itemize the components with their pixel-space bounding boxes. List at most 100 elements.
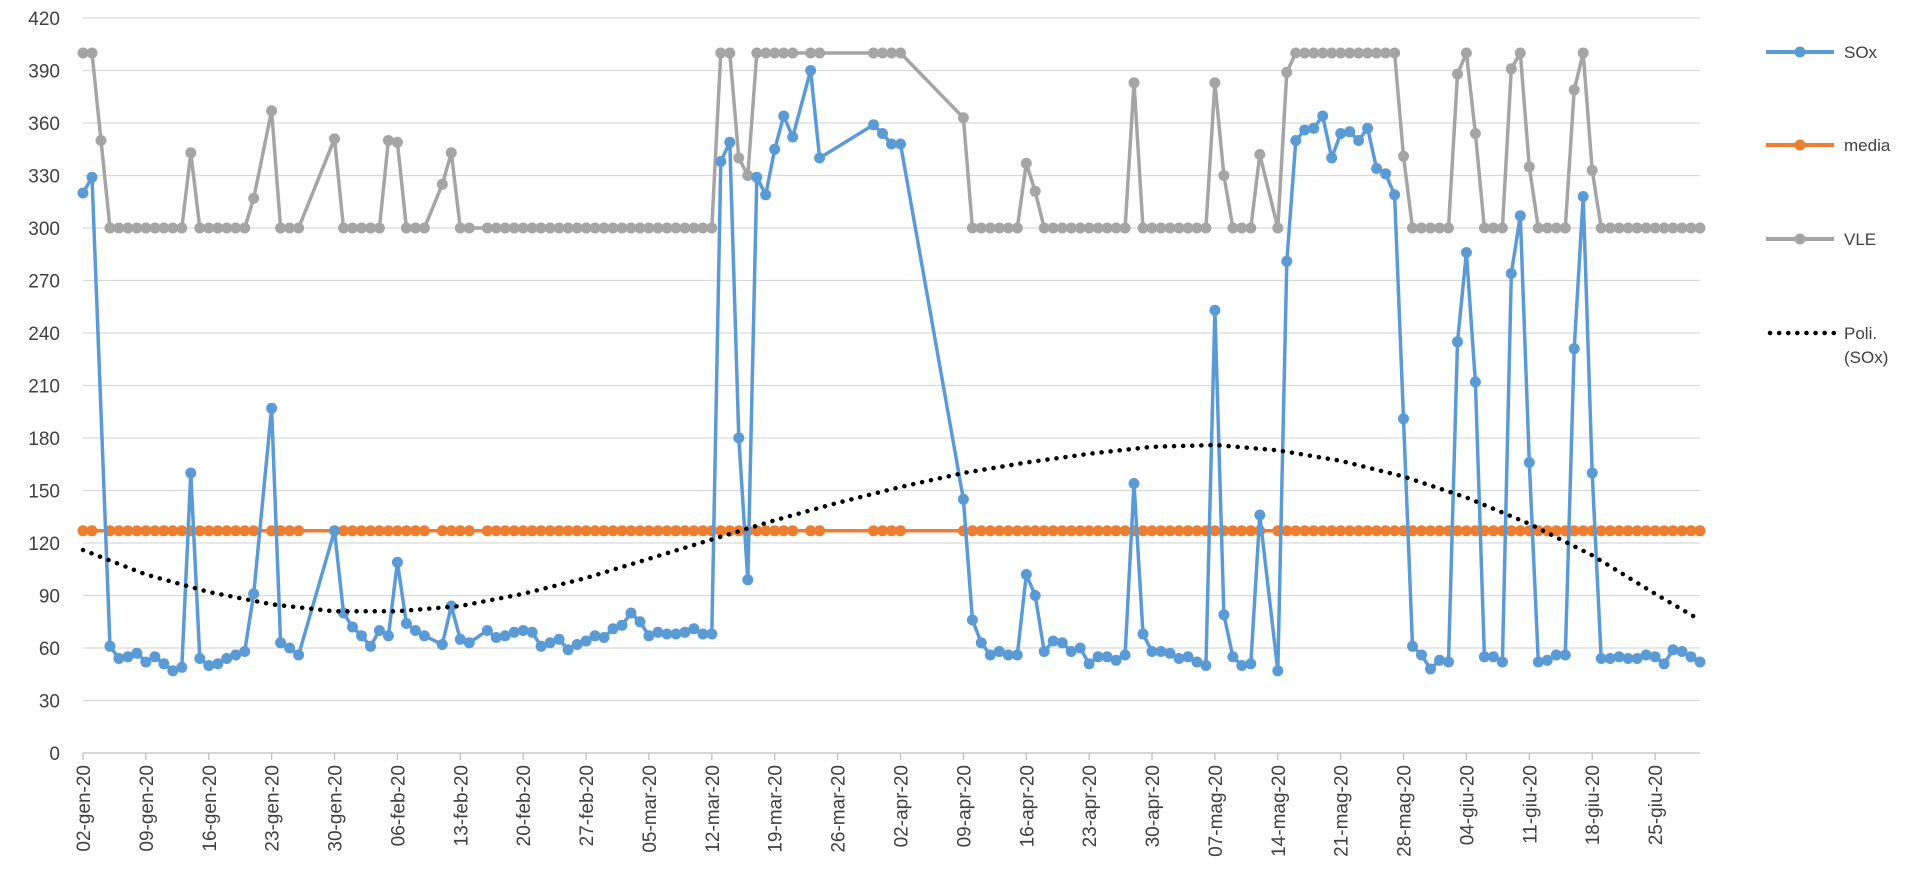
plot-area xyxy=(77,47,1706,677)
x-tick-label: 02-apr-20 xyxy=(891,765,912,847)
data-point xyxy=(742,170,754,181)
data-point xyxy=(1317,47,1329,59)
data-point xyxy=(1532,656,1544,668)
data-point xyxy=(1173,525,1185,537)
data-point xyxy=(814,152,826,164)
data-point xyxy=(517,525,529,537)
data-point xyxy=(706,628,718,640)
data-point xyxy=(1218,609,1230,621)
data-point xyxy=(966,222,978,234)
data-point xyxy=(895,138,906,150)
data-point xyxy=(877,128,888,139)
data-point xyxy=(670,525,682,537)
data-point xyxy=(1425,222,1436,234)
data-point xyxy=(526,525,538,537)
data-point xyxy=(1020,525,1032,537)
data-point xyxy=(679,626,691,638)
data-point xyxy=(1460,247,1472,258)
data-point xyxy=(1101,222,1113,234)
data-point xyxy=(868,525,879,537)
data-point xyxy=(1182,525,1194,537)
data-point xyxy=(1056,525,1068,537)
data-point xyxy=(562,525,574,537)
data-point xyxy=(634,222,646,234)
data-point xyxy=(400,618,412,629)
data-point xyxy=(284,642,296,654)
data-point xyxy=(625,222,637,234)
data-point xyxy=(1101,651,1113,663)
y-tick-label: 0 xyxy=(49,744,60,765)
data-point xyxy=(86,47,98,59)
data-point xyxy=(212,525,224,537)
y-tick-label: 270 xyxy=(28,272,60,293)
data-point xyxy=(966,525,978,537)
data-point xyxy=(113,525,125,537)
data-point xyxy=(1290,135,1302,146)
data-point xyxy=(1568,525,1580,537)
data-point xyxy=(1640,525,1652,537)
data-point xyxy=(1110,222,1122,234)
legend-marker xyxy=(1794,46,1806,58)
data-point xyxy=(1209,525,1221,537)
data-point xyxy=(1353,47,1365,59)
data-point xyxy=(230,649,242,661)
data-point xyxy=(1236,525,1248,537)
data-point xyxy=(266,402,278,414)
data-point xyxy=(1649,222,1661,234)
data-point xyxy=(1227,525,1239,537)
x-tick-label: 26-mar-20 xyxy=(829,765,850,853)
data-point xyxy=(275,637,287,649)
data-point xyxy=(77,187,89,199)
data-point xyxy=(481,625,493,636)
data-point xyxy=(373,222,385,234)
data-point xyxy=(1416,525,1427,537)
data-point xyxy=(1595,525,1607,537)
legend-marker xyxy=(1794,139,1806,151)
legend-item-vle: VLE xyxy=(1766,230,1876,249)
data-point xyxy=(1335,128,1347,139)
data-point xyxy=(1029,525,1041,537)
data-point xyxy=(1281,525,1293,537)
data-point xyxy=(643,630,655,642)
data-point xyxy=(1389,525,1401,537)
data-point xyxy=(1595,653,1607,664)
data-point xyxy=(1505,268,1517,279)
data-point xyxy=(1568,343,1580,355)
data-point xyxy=(347,525,358,537)
data-point xyxy=(158,525,170,537)
data-point xyxy=(1173,653,1185,664)
data-point xyxy=(607,525,619,537)
data-point xyxy=(1326,525,1338,537)
data-point xyxy=(400,525,412,537)
series-media xyxy=(77,525,1706,537)
data-point xyxy=(1254,149,1266,160)
data-point xyxy=(1658,658,1670,670)
data-point xyxy=(1523,457,1535,468)
data-point xyxy=(1335,525,1347,537)
data-point xyxy=(1694,222,1706,234)
data-point xyxy=(598,525,610,537)
data-point xyxy=(787,131,799,143)
y-tick-label: 150 xyxy=(28,482,60,503)
data-point xyxy=(760,189,772,201)
data-point xyxy=(1452,68,1463,80)
data-point xyxy=(598,222,610,234)
data-point xyxy=(1281,255,1293,267)
data-point xyxy=(1604,222,1616,234)
data-point xyxy=(1074,642,1086,654)
x-tick-label: 05-mar-20 xyxy=(640,765,661,853)
data-point xyxy=(1083,525,1095,537)
data-point xyxy=(176,222,188,234)
data-point xyxy=(1200,222,1212,234)
data-point xyxy=(1577,191,1589,202)
data-point xyxy=(1056,637,1068,649)
legend-label: SOx xyxy=(1844,43,1878,62)
data-point xyxy=(463,525,475,537)
data-point xyxy=(194,653,206,664)
data-point xyxy=(1065,222,1077,234)
data-point xyxy=(1038,222,1050,234)
data-point xyxy=(1362,47,1374,59)
data-point xyxy=(86,171,98,183)
data-point xyxy=(230,222,242,234)
x-tick-label: 07-mag-20 xyxy=(1206,765,1227,857)
